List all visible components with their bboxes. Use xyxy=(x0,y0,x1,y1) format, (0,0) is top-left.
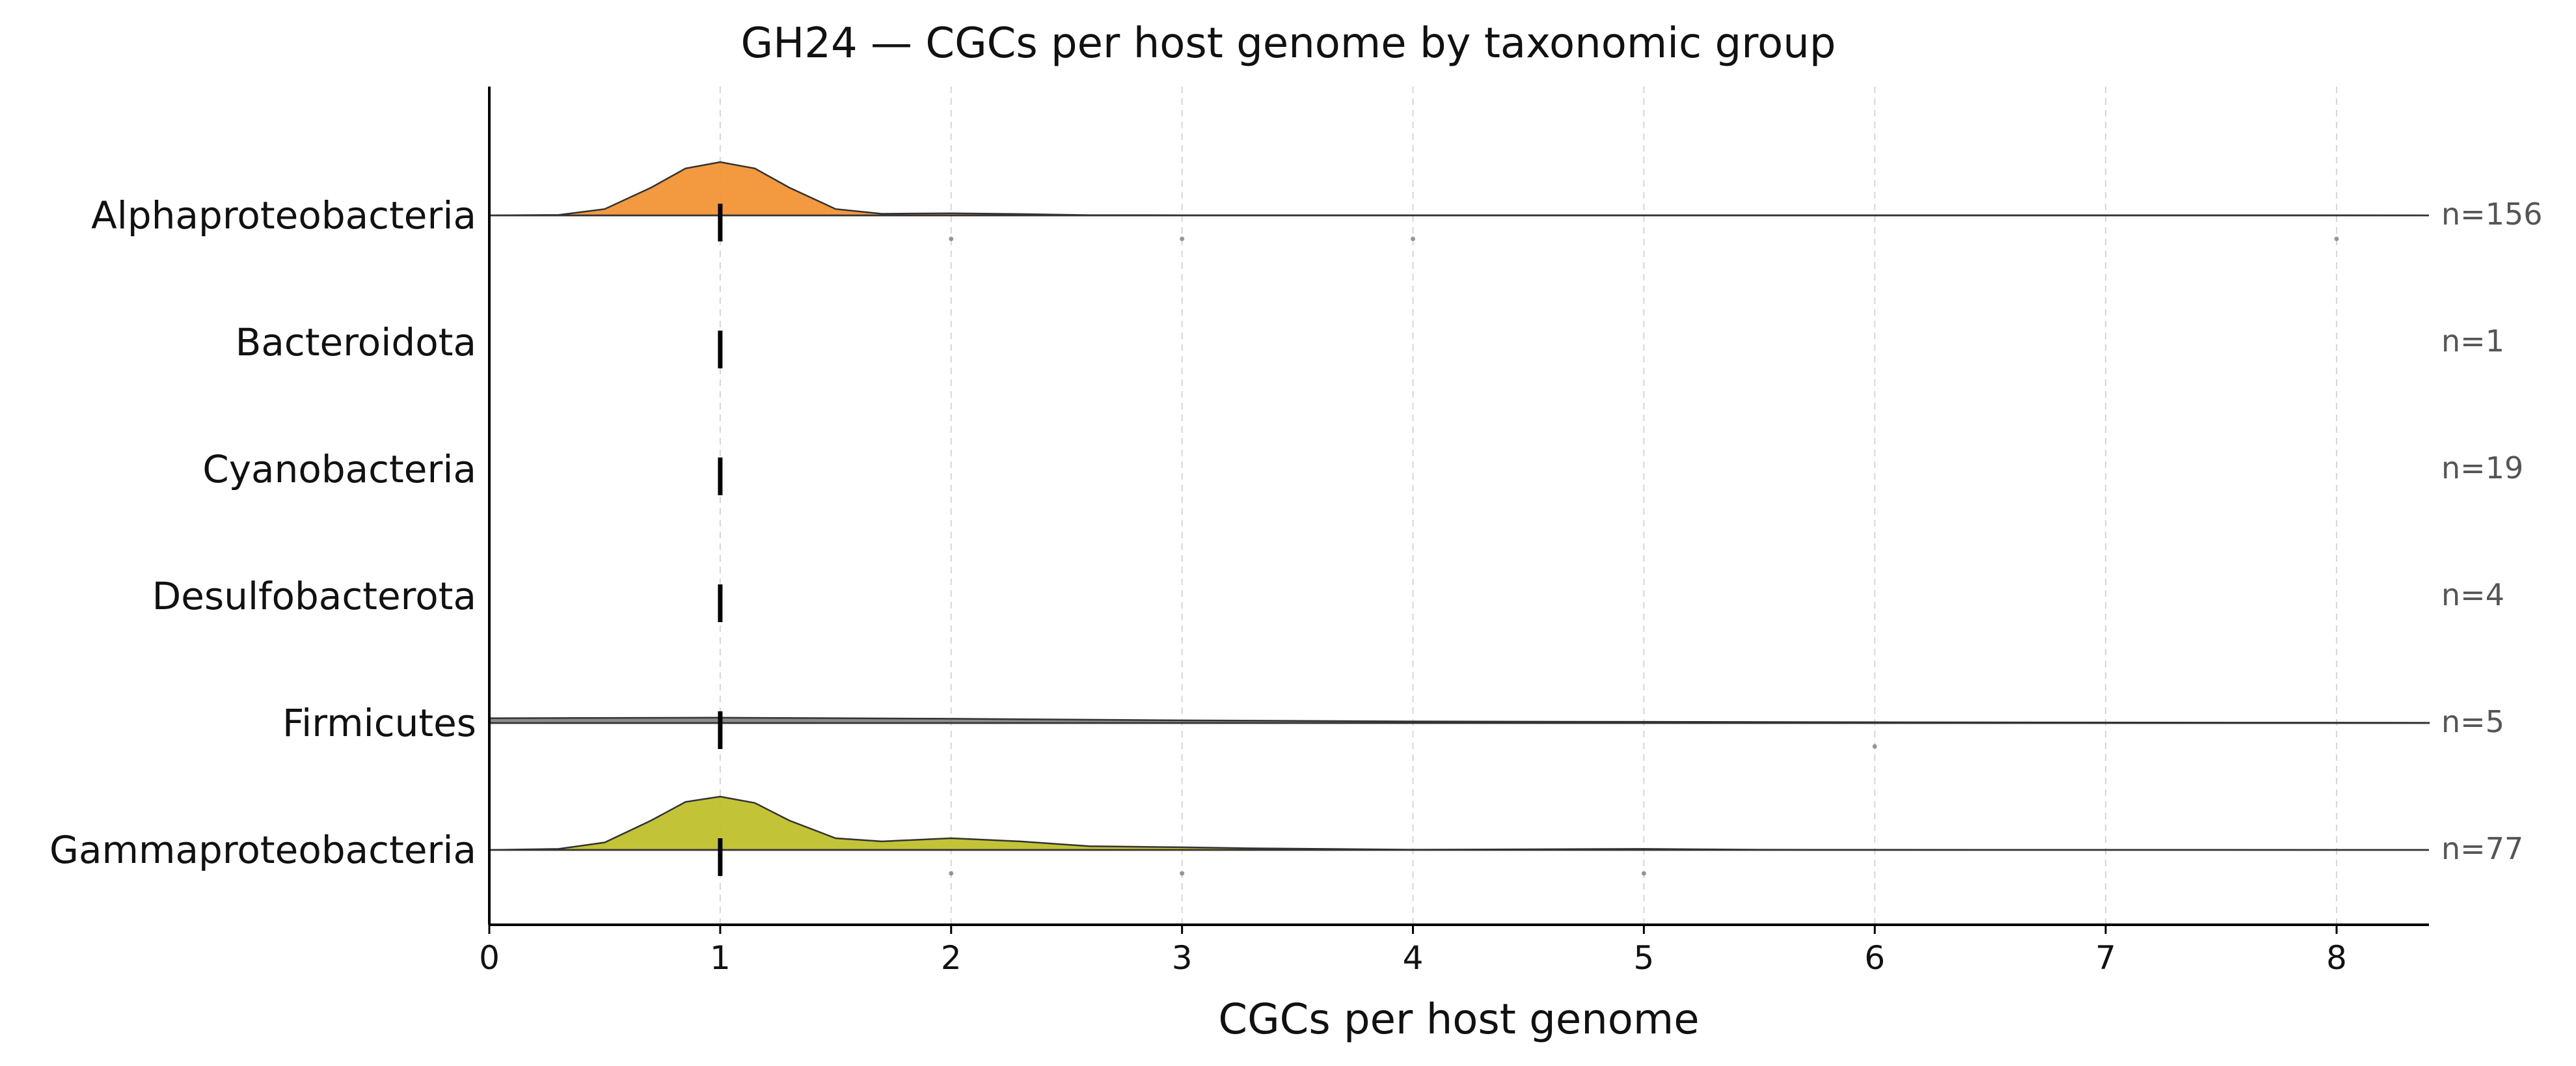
category-label: Bacteroidota xyxy=(236,320,476,364)
x-tick-label: 8 xyxy=(2326,939,2347,977)
sample-size-label: n=77 xyxy=(2441,831,2523,866)
ridge-cyanobacteria: Cyanobacteria n=19 xyxy=(202,447,2523,495)
category-label: Firmicutes xyxy=(282,701,476,745)
outlier-point xyxy=(1872,744,1877,749)
sample-size-label: n=5 xyxy=(2441,704,2504,739)
category-label: Desulfobacterota xyxy=(152,574,476,618)
x-tick-label: 7 xyxy=(2095,939,2116,977)
chart-title: GH24 — CGCs per host genome by taxonomic… xyxy=(741,20,1836,68)
ridge-firmicutes: Firmicutes n=5 xyxy=(282,701,2504,749)
grid-lines xyxy=(719,87,2338,925)
x-tick-label: 1 xyxy=(710,939,731,977)
outlier-point xyxy=(1411,236,1416,241)
ridge-alphaproteobacteria: Alphaproteobacteria n=156 xyxy=(91,161,2543,241)
x-tick-label: 2 xyxy=(941,939,962,977)
category-label: Alphaproteobacteria xyxy=(91,193,476,238)
x-tick-label: 5 xyxy=(1633,939,1654,977)
outlier-point xyxy=(1180,236,1185,241)
x-tick-label: 4 xyxy=(1403,939,1424,977)
outlier-point xyxy=(1180,871,1185,876)
density-area xyxy=(489,161,2430,217)
x-ticks: 0 1 2 3 4 5 6 7 8 xyxy=(479,925,2347,977)
sample-size-label: n=1 xyxy=(2441,323,2504,359)
ridge-gammaproteobacteria: Gammaproteobacteria n=77 xyxy=(49,795,2523,876)
ridges: Alphaproteobacteria n=156 Bacteroidota n=1 C… xyxy=(49,161,2543,876)
sample-size-label: n=156 xyxy=(2441,197,2543,232)
outlier-point xyxy=(949,236,954,241)
x-tick-label: 6 xyxy=(1864,939,1885,977)
category-label: Cyanobacteria xyxy=(202,447,476,491)
sample-size-label: n=19 xyxy=(2441,450,2523,485)
x-axis-label: CGCs per host genome xyxy=(1218,996,1699,1044)
density-area xyxy=(489,795,2430,851)
x-tick-label: 3 xyxy=(1172,939,1193,977)
category-label: Gammaproteobacteria xyxy=(49,828,476,872)
ridge-bacteroidota: Bacteroidota n=1 xyxy=(236,320,2504,368)
outlier-point xyxy=(2334,236,2339,241)
x-tick-label: 0 xyxy=(479,939,500,977)
outlier-point xyxy=(1641,871,1646,876)
ridge-desulfobacterota: Desulfobacterota n=4 xyxy=(152,574,2504,622)
outlier-point xyxy=(949,871,954,876)
sample-size-label: n=4 xyxy=(2441,577,2504,612)
